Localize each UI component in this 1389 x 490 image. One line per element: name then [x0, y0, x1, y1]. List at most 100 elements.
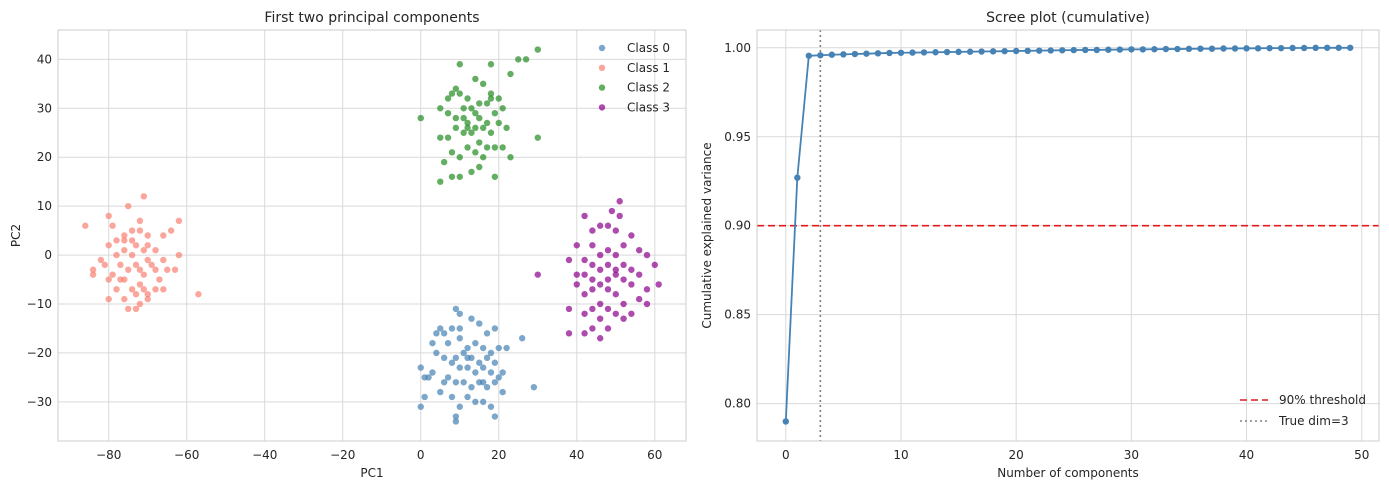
scatter-point-class-1	[132, 305, 140, 313]
scatter-point-class-1	[125, 202, 132, 210]
scree-point	[989, 48, 997, 55]
scatter-legend-marker	[598, 44, 606, 52]
scatter-x-tick-label: −80	[96, 448, 121, 462]
scree-point	[1243, 45, 1250, 52]
scree-y-tick-label: 0.80	[724, 397, 751, 411]
scatter-point-class-3	[573, 242, 580, 249]
scatter-point-class-2	[499, 144, 506, 151]
scatter-point-class-2	[464, 95, 471, 102]
scatter-point-class-3	[589, 242, 596, 249]
scatter-point-class-1	[152, 286, 159, 293]
scatter-point-class-1	[144, 256, 151, 264]
scatter-point-class-3	[565, 305, 573, 313]
scatter-point-class-2	[487, 129, 495, 136]
scatter-point-class-0	[452, 305, 460, 313]
scatter-point-class-1	[125, 266, 132, 273]
scatter-point-class-1	[140, 193, 148, 200]
scatter-point-class-0	[429, 339, 436, 347]
scatter-point-class-1	[105, 242, 112, 249]
scatter-point-class-1	[89, 266, 97, 273]
scatter-point-class-0	[483, 354, 491, 362]
scatter-point-class-2	[448, 90, 456, 97]
scatter-point-class-0	[479, 379, 487, 386]
scatter-point-class-2	[472, 149, 479, 156]
scatter-point-class-3	[596, 315, 604, 322]
scatter-point-class-3	[604, 246, 612, 254]
scatter-point-class-3	[628, 266, 635, 273]
scatter-point-class-1	[144, 291, 151, 298]
scatter-point-class-2	[437, 178, 444, 185]
scree-y-tick-label: 1.00	[724, 41, 751, 55]
scatter-point-class-1	[97, 256, 105, 264]
scree-point	[1300, 44, 1308, 52]
scatter-point-class-1	[105, 212, 112, 220]
scatter-point-class-0	[456, 310, 463, 317]
scatter-point-class-0	[440, 379, 448, 386]
scatter-point-class-1	[136, 227, 144, 234]
scatter-point-class-1	[136, 281, 144, 288]
scatter-point-class-1	[121, 246, 128, 254]
scree-point	[966, 48, 974, 55]
scatter-point-class-2	[440, 158, 448, 166]
scatter-point-class-3	[604, 261, 612, 269]
scatter-point-class-1	[125, 305, 132, 313]
scree-point	[1128, 46, 1135, 53]
scatter-point-class-0	[495, 344, 502, 352]
scatter-point-class-1	[105, 276, 112, 283]
scatter-point-class-3	[612, 266, 619, 273]
scree-point	[874, 50, 882, 57]
scree-point	[1059, 47, 1066, 54]
scatter-point-class-1	[160, 286, 167, 293]
scatter-y-tick-label: 30	[37, 101, 52, 115]
scatter-point-class-3	[620, 242, 627, 249]
scatter-point-class-3	[620, 300, 627, 308]
scatter-point-class-2	[460, 105, 467, 112]
scree-point	[1266, 44, 1273, 52]
scatter-point-class-2	[476, 100, 483, 107]
scatter-point-class-2	[456, 61, 463, 68]
scatter-point-class-1	[136, 217, 144, 225]
scatter-legend-marker	[598, 84, 606, 91]
scree-point	[1335, 44, 1342, 51]
scatter-point-class-0	[433, 349, 440, 357]
scatter-point-class-2	[464, 144, 471, 151]
scatter-point-class-2	[444, 95, 452, 102]
scatter-point-class-3	[589, 325, 596, 332]
scatter-x-tick-label: 20	[491, 448, 506, 462]
scatter-point-class-3	[628, 281, 635, 288]
scatter-point-class-3	[604, 222, 612, 229]
scatter-point-class-1	[113, 251, 120, 259]
scatter-point-class-1	[144, 232, 151, 239]
scatter-point-class-0	[440, 330, 448, 337]
scatter-point-class-1	[128, 251, 136, 259]
scatter-point-class-0	[472, 398, 479, 406]
scree-point	[920, 49, 928, 56]
scree-point	[805, 52, 813, 59]
scatter-point-class-1	[128, 237, 136, 244]
scatter-point-class-0	[452, 379, 460, 386]
scatter-point-class-3	[628, 232, 635, 239]
scatter-legend-label: Class 0	[627, 41, 670, 55]
scree-y-tick-label: 0.95	[724, 130, 751, 144]
scatter-point-class-0	[464, 344, 471, 352]
scatter-point-class-0	[476, 359, 483, 366]
scree-legend-label: True dim=3	[1278, 414, 1349, 428]
scatter-point-class-3	[643, 251, 651, 259]
scatter-point-class-2	[507, 154, 514, 161]
scatter-point-class-3	[589, 276, 596, 283]
scatter-legend-marker	[598, 64, 606, 72]
scree-point	[932, 49, 939, 56]
scatter-point-class-3	[596, 300, 604, 308]
scatter-point-class-1	[105, 295, 112, 303]
scree-x-tick-label: 50	[1354, 448, 1369, 462]
scatter-point-class-2	[515, 56, 522, 63]
scatter-point-class-0	[499, 369, 506, 376]
scree-y-tick-label: 0.85	[724, 308, 751, 322]
scatter-x-ticks: −80 −60 −40 −20 0 20 40 60	[96, 448, 662, 462]
scatter-point-class-3	[565, 256, 573, 264]
scatter-point-class-2	[472, 75, 479, 83]
scree-point	[1151, 46, 1158, 53]
scree-point	[1001, 47, 1008, 55]
scatter-point-class-2	[495, 95, 502, 102]
